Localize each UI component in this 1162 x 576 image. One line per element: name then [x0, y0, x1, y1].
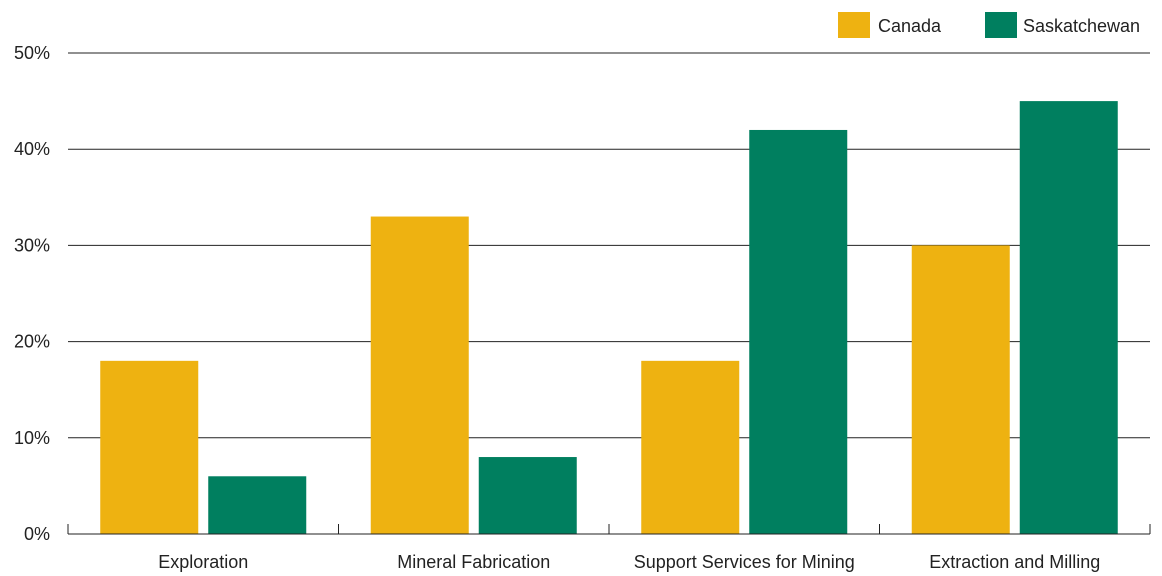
- bar-canada-mineral-fabrication: [370, 216, 469, 535]
- x-category-label: Support Services for Mining: [634, 552, 855, 572]
- bar-saskatchewan-exploration: [208, 476, 307, 534]
- legend: Canada Saskatchewan: [838, 12, 1140, 38]
- bar-saskatchewan-mineral-fabrication: [478, 457, 577, 534]
- y-tick-label: 20%: [14, 332, 50, 352]
- bar-saskatchewan-extraction-and-milling: [1019, 101, 1118, 534]
- x-category-label: Exploration: [158, 552, 248, 572]
- legend-label-canada: Canada: [878, 16, 942, 36]
- y-tick-label: 40%: [14, 139, 50, 159]
- x-axis-category-labels: Exploration Mineral Fabrication Support Se…: [158, 552, 1100, 572]
- bars: [100, 101, 1118, 535]
- bar-canada-exploration: [100, 360, 199, 534]
- bar-canada-support-services-for-mining: [641, 360, 740, 534]
- x-category-label: Mineral Fabrication: [397, 552, 550, 572]
- legend-label-saskatchewan: Saskatchewan: [1023, 16, 1140, 36]
- bar-saskatchewan-support-services-for-mining: [749, 129, 848, 534]
- y-tick-label: 50%: [14, 43, 50, 63]
- legend-swatch-canada: [838, 12, 870, 38]
- y-tick-label: 0%: [24, 524, 50, 544]
- bar-canada-extraction-and-milling: [911, 245, 1010, 534]
- x-axis: [67, 524, 1151, 535]
- y-tick-label: 10%: [14, 428, 50, 448]
- legend-swatch-saskatchewan: [985, 12, 1017, 38]
- y-axis-tick-labels: 0% 10% 20% 30% 40% 50%: [14, 43, 50, 544]
- y-tick-label: 30%: [14, 235, 50, 255]
- x-category-label: Extraction and Milling: [929, 552, 1100, 572]
